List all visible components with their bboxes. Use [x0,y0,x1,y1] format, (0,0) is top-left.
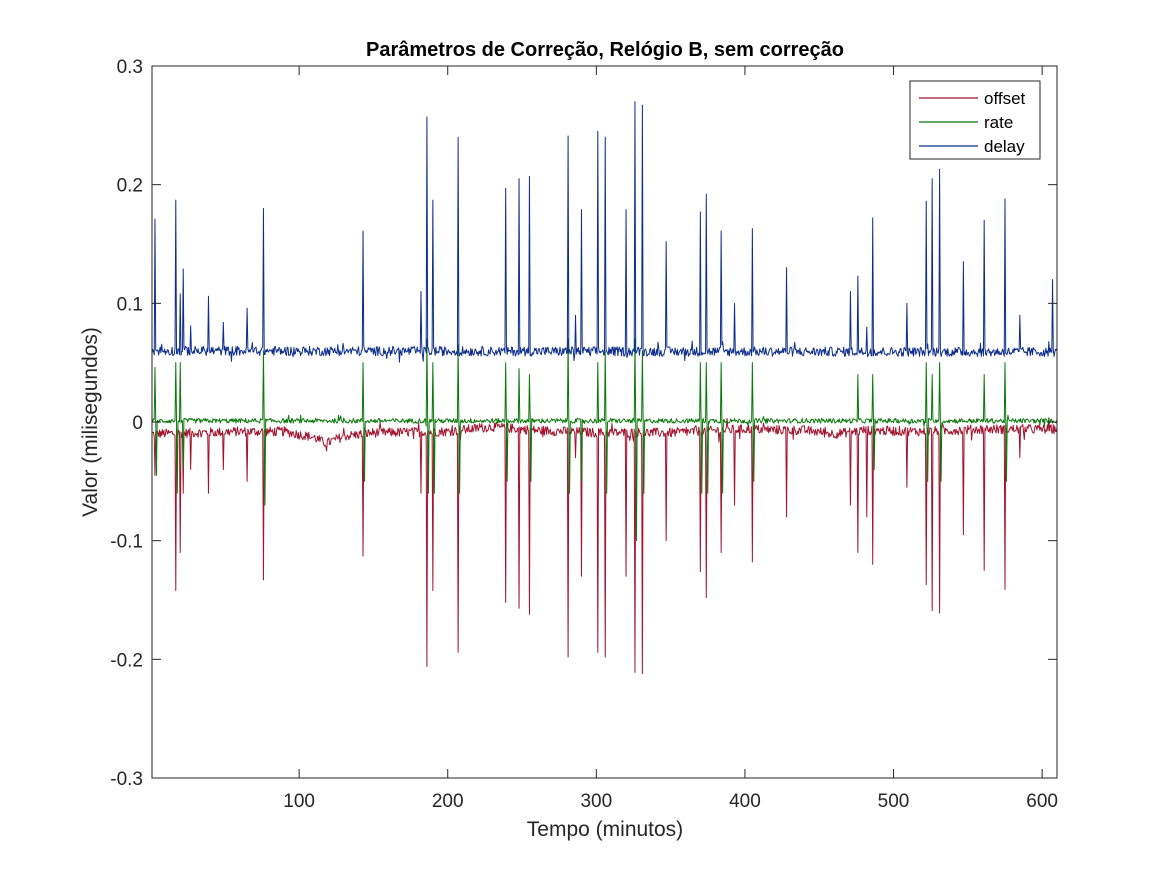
x-tick-label: 600 [1026,791,1058,812]
series-line-rate [151,338,1058,542]
legend-label-rate: rate [984,113,1013,132]
plot-area [152,66,1057,778]
legend-label-offset: offset [984,89,1026,108]
legend-label-delay: delay [984,137,1025,156]
y-tick-label: -0.2 [110,650,143,671]
series-layer [151,101,1058,675]
legend: offset rate delay [909,80,1041,160]
series-line-delay [151,101,1058,363]
y-tick-label: 0.2 [117,176,143,197]
y-tick-label: -0.1 [110,532,143,553]
y-axis-label: Valor (milisegundos) [79,327,102,517]
series-line-offset [151,417,1058,675]
y-tick-label: -0.3 [110,769,143,790]
chart-title: Parâmetros de Correção, Relógio B, sem c… [366,39,844,61]
y-tick-label: 0.3 [117,57,143,78]
x-tick-label: 300 [580,791,612,812]
x-tick-label: 100 [283,791,315,812]
x-axis-label: Tempo (minutos) [527,818,683,841]
ticks-layer: 100 200 300 400 500 600 -0.3 -0.2 -0.1 0 0.1 0.2 0.3 [110,57,1058,812]
x-tick-label: 200 [432,791,464,812]
y-tick-label: 0.1 [117,294,143,315]
x-tick-label: 400 [729,791,761,812]
x-tick-label: 500 [878,791,910,812]
y-tick-label: 0 [132,413,143,434]
